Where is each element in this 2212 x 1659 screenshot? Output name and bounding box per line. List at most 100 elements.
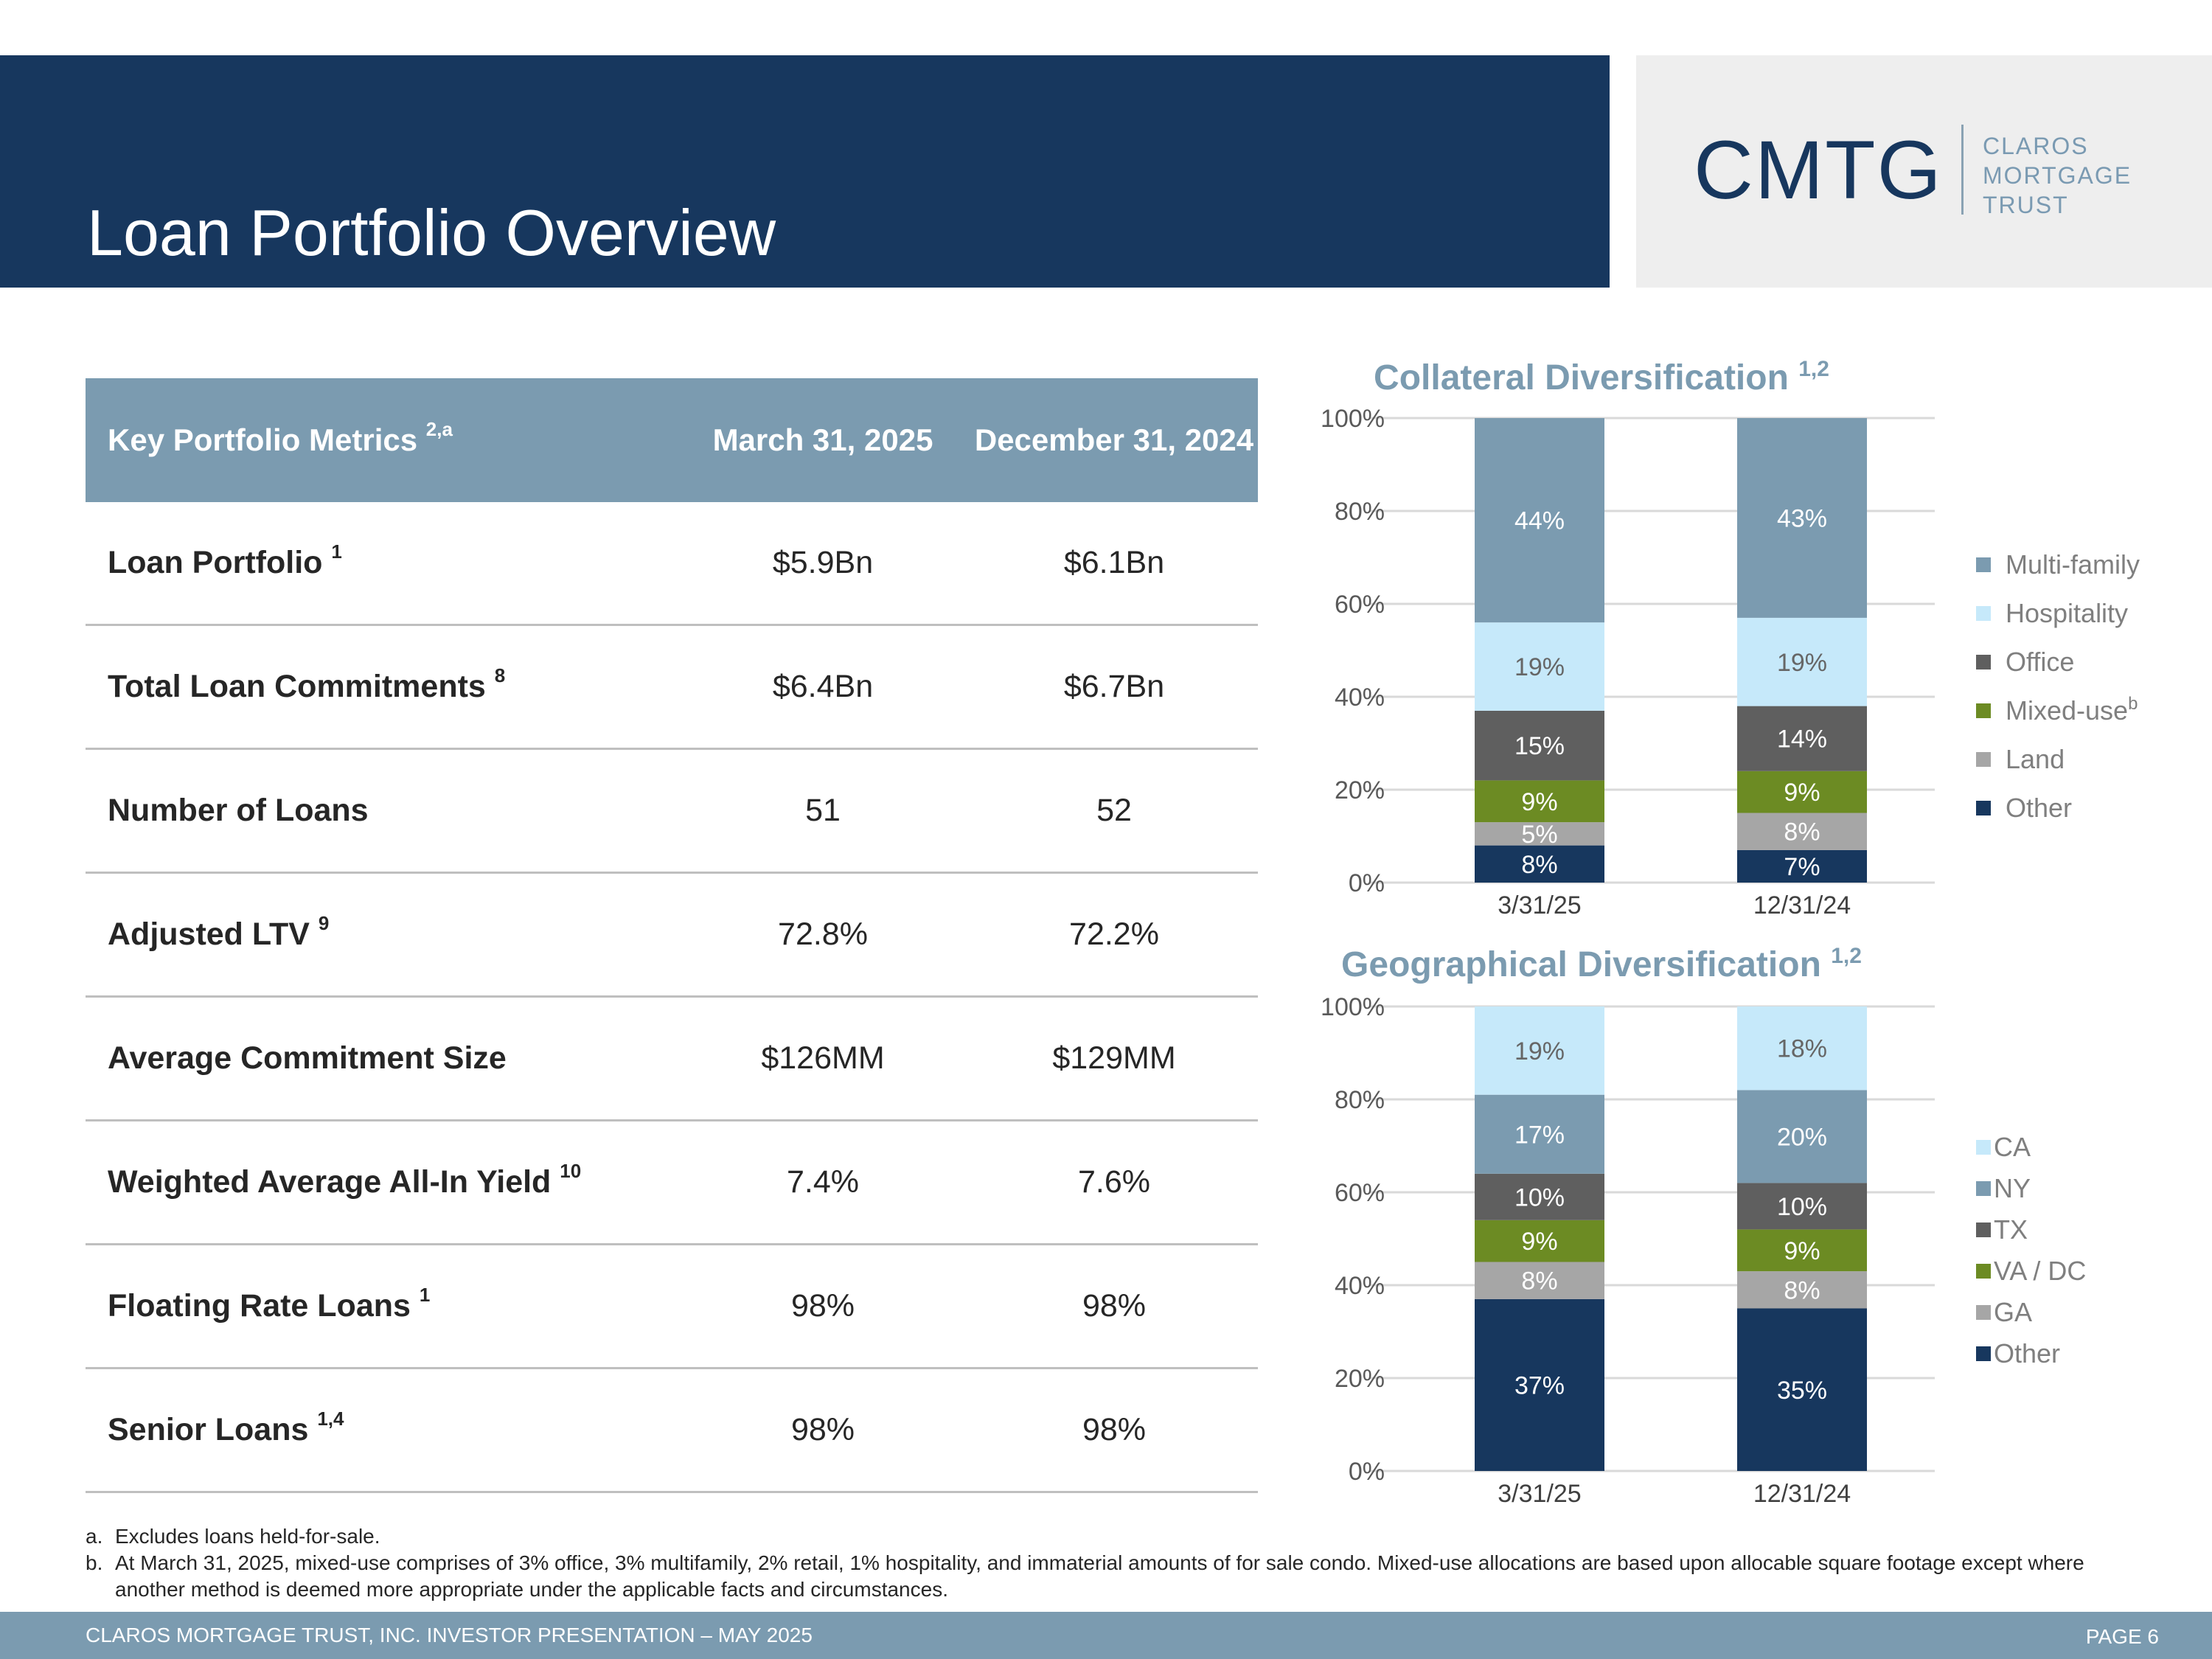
bar-segment — [1475, 418, 1604, 623]
y-tick-label: 40% — [1335, 684, 1385, 712]
legend-label: GA — [1994, 1297, 2032, 1327]
bar-segment — [1737, 1271, 1867, 1309]
bar-segment — [1737, 706, 1867, 771]
row-value-march: 98% — [675, 1244, 970, 1369]
data-label: 8% — [1521, 851, 1557, 879]
y-tick-label: 60% — [1335, 591, 1385, 619]
data-label: 5% — [1521, 821, 1557, 849]
table-row: Weighted Average All-In Yield 10 7.4% 7.… — [86, 1120, 1258, 1245]
data-label: 18% — [1777, 1035, 1827, 1063]
legend-label: Office — [2006, 647, 2074, 677]
chart-title: Collateral Diversification 1,2 — [1374, 358, 1829, 397]
key-metrics-table: Key Portfolio Metrics 2,a March 31, 2025… — [86, 378, 1258, 1493]
row-label-text: Floating Rate Loans — [108, 1288, 411, 1324]
table-header-row: Key Portfolio Metrics 2,a March 31, 2025… — [86, 378, 1258, 502]
bar-segment — [1475, 822, 1604, 846]
row-value-december: 98% — [970, 1244, 1258, 1369]
row-label: Weighted Average All-In Yield 10 — [86, 1120, 675, 1245]
bar-segment — [1737, 1090, 1867, 1183]
bar-segment — [1737, 418, 1867, 618]
row-label: Senior Loans 1,4 — [86, 1368, 675, 1493]
legend-swatch — [1976, 1181, 1991, 1196]
logo-panel: CMTG CLAROS MORTGAGE TRUST — [1636, 55, 2212, 288]
bar-segment — [1475, 1262, 1604, 1299]
row-footnote: 1 — [331, 540, 342, 563]
data-label: 7% — [1784, 853, 1820, 881]
header-bar — [0, 55, 1610, 288]
row-label-text: Number of Loans — [108, 793, 369, 828]
row-value-december: 7.6% — [970, 1120, 1258, 1245]
table-row: Loan Portfolio 1 $5.9Bn $6.1Bn — [86, 502, 1258, 626]
legend-label: NY — [1994, 1173, 2031, 1203]
row-value-december: $6.1Bn — [970, 502, 1258, 626]
row-value-december: 98% — [970, 1368, 1258, 1493]
table-row: Number of Loans 51 52 — [86, 748, 1258, 874]
legend-label: CA — [1994, 1132, 2031, 1162]
row-value-march: 51 — [675, 748, 970, 874]
row-value-march: 7.4% — [675, 1120, 970, 1245]
logo-words: CLAROS MORTGAGE TRUST — [1983, 131, 2189, 220]
bar-segment — [1475, 1298, 1604, 1471]
bar-segment — [1475, 845, 1604, 883]
data-label: 8% — [1784, 1276, 1820, 1304]
bar-segment — [1737, 771, 1867, 813]
y-tick-label: 20% — [1335, 776, 1385, 804]
bar-segment — [1475, 1094, 1604, 1174]
column-header-march: March 31, 2025 — [675, 378, 970, 502]
geographical-chart-svg: Geographical Diversification 1,2 0% 20% 40%… — [1321, 946, 2086, 1508]
legend-label: Multi-family — [2006, 549, 2140, 580]
table-row: Total Loan Commitments 8 $6.4Bn $6.7Bn — [86, 625, 1258, 750]
data-label: 20% — [1777, 1123, 1827, 1151]
row-label: Loan Portfolio 1 — [86, 502, 675, 626]
bar-segment — [1737, 1308, 1867, 1471]
legend-swatch — [1976, 752, 1991, 767]
bar-segment — [1475, 622, 1604, 711]
data-label: 19% — [1514, 653, 1565, 681]
legend-label: Mixed-useb — [2006, 694, 2138, 726]
row-label: Total Loan Commitments 8 — [86, 625, 675, 750]
column-header-footnote: 2,a — [425, 418, 453, 440]
bar-segment — [1737, 1229, 1867, 1272]
chart-title-footnote: 1,2 — [1798, 358, 1829, 381]
chart-title: Geographical Diversification 1,2 — [1341, 946, 1862, 984]
row-value-december: 52 — [970, 748, 1258, 874]
legend-swatch — [1976, 1140, 1991, 1155]
data-label: 37% — [1514, 1371, 1565, 1399]
footnote-mark: b. — [86, 1551, 103, 1574]
collateral-diversification-chart: Collateral Diversification 1,2 0% 20% 40% 60… — [1298, 358, 2212, 918]
bar-segment — [1737, 813, 1867, 850]
y-tick-label: 40% — [1335, 1272, 1385, 1300]
row-value-march: 98% — [675, 1368, 970, 1493]
chart-title-footnote: 1,2 — [1831, 946, 1862, 968]
x-tick-label: 3/31/25 — [1498, 1480, 1581, 1508]
legend-label: TX — [1994, 1214, 2028, 1245]
footer-bar: CLAROS MORTGAGE TRUST, INC. INVESTOR PRE… — [0, 1612, 2212, 1659]
data-label: 8% — [1521, 1267, 1557, 1295]
row-value-march: 72.8% — [675, 872, 970, 998]
row-footnote: 9 — [318, 912, 330, 934]
row-label: Number of Loans — [86, 748, 675, 874]
footnote-text: At March 31, 2025, mixed-use comprises o… — [115, 1551, 2084, 1601]
footer-text: CLAROS MORTGAGE TRUST, INC. INVESTOR PRE… — [86, 1624, 813, 1646]
footnote-text: Excludes loans held-for-sale. — [115, 1525, 380, 1548]
bar-segment — [1737, 1183, 1867, 1230]
row-label: Average Commitment Size — [86, 996, 675, 1121]
y-tick-label: 100% — [1321, 405, 1385, 433]
x-tick-label: 12/31/24 — [1753, 891, 1851, 918]
column-header-label: Key Portfolio Metrics — [108, 422, 418, 457]
data-label: 17% — [1514, 1121, 1565, 1149]
bar-segment — [1737, 617, 1867, 706]
table-row: Senior Loans 1,4 98% 98% — [86, 1368, 1258, 1493]
logo-word: CLAROS — [1983, 133, 2089, 159]
legend-label: Land — [2006, 744, 2065, 774]
row-label: Floating Rate Loans 1 — [86, 1244, 675, 1369]
bar-segment — [1475, 1006, 1604, 1095]
footnote-mark: a. — [86, 1525, 103, 1548]
row-label-text: Total Loan Commitments — [108, 669, 486, 704]
row-value-march: $126MM — [675, 996, 970, 1121]
y-tick-label: 80% — [1335, 1086, 1385, 1114]
data-label: 9% — [1521, 788, 1557, 816]
legend-swatch — [1976, 655, 1991, 669]
data-label: 19% — [1514, 1037, 1565, 1065]
legend-swatch — [1976, 703, 1991, 718]
